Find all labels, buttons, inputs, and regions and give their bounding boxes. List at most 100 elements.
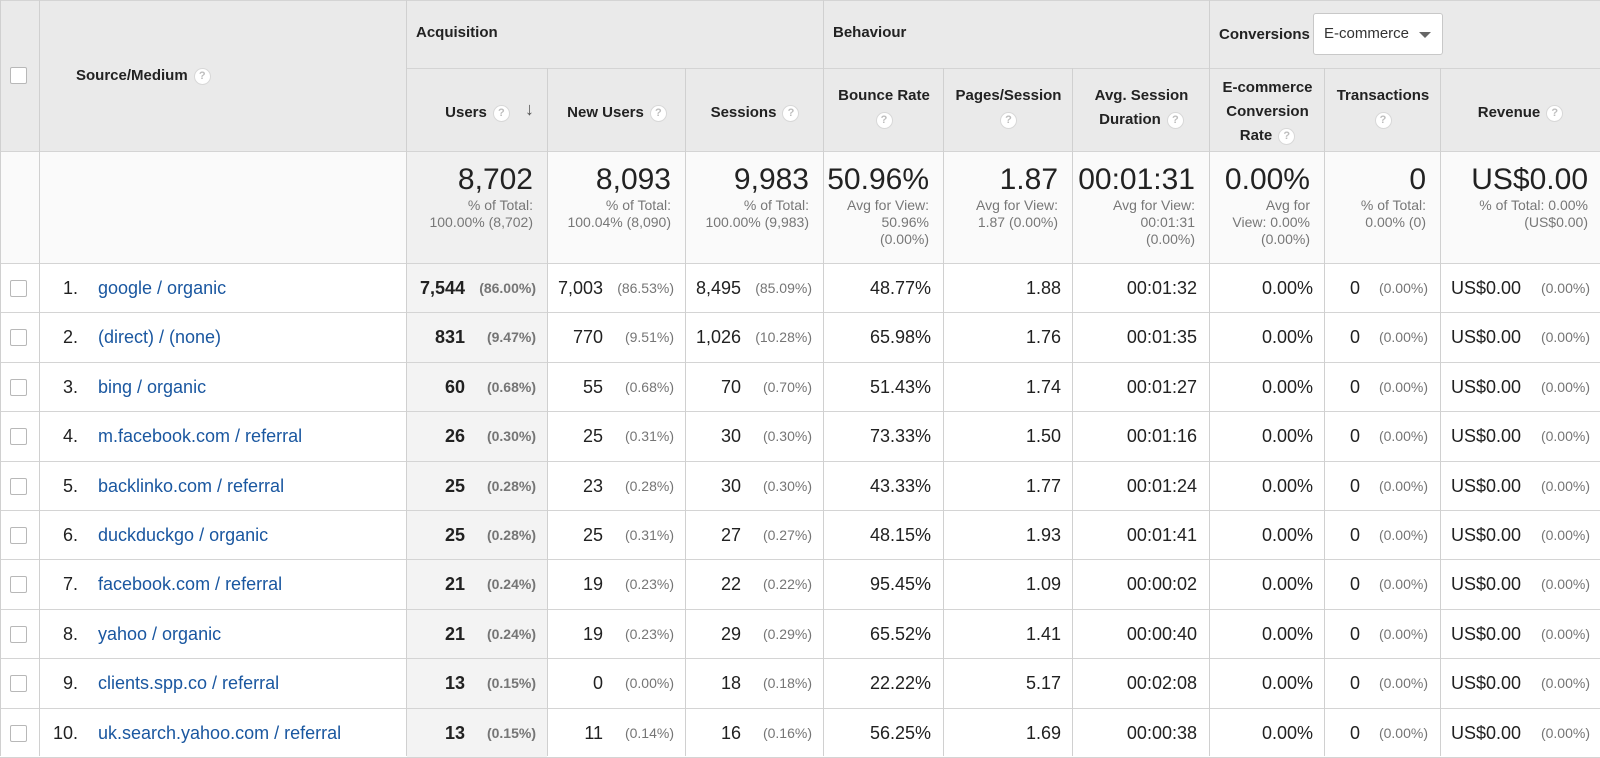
- sorted-column-cell-bg: [407, 264, 547, 313]
- column-label: Avg. Session: [1094, 87, 1189, 104]
- row-checkbox[interactable]: [10, 625, 27, 643]
- source-medium-header[interactable]: Source/Medium?: [76, 67, 211, 85]
- help-icon[interactable]: ?: [1546, 104, 1564, 122]
- source-medium-link[interactable]: duckduckgo / organic: [98, 525, 269, 545]
- users-percent: (9.47%): [486, 329, 536, 346]
- sorted-column-cell-bg: [407, 313, 547, 362]
- conversion-rate-value: 0.00%: [1261, 376, 1313, 397]
- row-index: 3.: [62, 376, 78, 397]
- new-users-percent: (0.28%): [624, 477, 674, 494]
- users-percent: (86.00%): [479, 280, 536, 296]
- bounce-rate-value: 73.33%: [869, 426, 931, 447]
- total-pages-session-value: 1.87: [999, 163, 1058, 196]
- source-medium-link[interactable]: backlinko.com / referral: [98, 475, 285, 496]
- sessions-value: 18: [720, 673, 741, 694]
- source-medium-link[interactable]: yahoo / organic: [98, 623, 222, 644]
- bounce-rate-value: 65.98%: [869, 327, 931, 348]
- sort-descending-icon[interactable]: ↓: [525, 99, 534, 119]
- conversions-dropdown-value: E-commerce: [1324, 25, 1410, 42]
- row-index: 2.: [62, 327, 78, 348]
- conversion-rate-value: 0.00%: [1261, 327, 1313, 348]
- users-value: 60: [444, 376, 465, 397]
- transactions-column-header[interactable]: Transactions ?: [1325, 84, 1441, 132]
- source-medium-link[interactable]: google / organic: [98, 278, 227, 298]
- source-medium-link[interactable]: facebook.com / referral: [98, 574, 283, 595]
- row-checkbox[interactable]: [10, 724, 27, 742]
- revenue-percent: (0.00%): [1540, 724, 1590, 741]
- bounce-rate-value: 48.77%: [869, 278, 931, 298]
- row-checkbox[interactable]: [10, 378, 27, 396]
- new-users-percent: (0.31%): [624, 527, 674, 543]
- users-value: 21: [444, 574, 465, 595]
- row-checkbox[interactable]: [10, 280, 27, 297]
- users-column-header[interactable]: Users?: [407, 101, 548, 125]
- pages-session-column-header[interactable]: Pages/Session ?: [944, 84, 1073, 132]
- help-icon[interactable]: ?: [875, 111, 893, 129]
- row-divider: [0, 658, 1600, 659]
- conversions-dropdown[interactable]: E-commerce: [1313, 13, 1443, 55]
- row-checkbox[interactable]: [10, 329, 27, 347]
- transactions-percent: (0.00%): [1378, 280, 1428, 296]
- note-line: Avg for View:: [847, 197, 929, 213]
- sorted-column-cell-bg: [407, 412, 547, 461]
- avg-session-duration-value: 00:01:35: [1126, 327, 1197, 348]
- pages-session-value: 1.74: [1025, 376, 1061, 397]
- transactions-percent: (0.00%): [1378, 576, 1428, 593]
- revenue-value: US$0.00: [1451, 722, 1522, 743]
- conversion-rate-value: 0.00%: [1261, 574, 1313, 595]
- ecommerce-conversion-rate-column-header[interactable]: E-commerce Conversion Rate?: [1210, 76, 1325, 148]
- row-divider: [0, 510, 1600, 511]
- sessions-percent: (10.28%): [755, 329, 812, 346]
- revenue-percent: (0.00%): [1540, 329, 1590, 346]
- sessions-column-header[interactable]: Sessions?: [686, 101, 824, 125]
- total-revenue-note: % of Total: 0.00% (US$0.00): [1479, 197, 1588, 231]
- sessions-percent: (0.30%): [762, 477, 812, 494]
- divider: [547, 68, 548, 756]
- revenue-column-header[interactable]: Revenue?: [1441, 101, 1600, 125]
- new-users-value: 25: [582, 525, 603, 545]
- help-icon[interactable]: ?: [1374, 111, 1392, 129]
- source-medium-link[interactable]: bing / organic: [98, 376, 207, 397]
- row-index: 5.: [62, 475, 78, 496]
- total-conversion-rate-value: 0.00%: [1224, 163, 1310, 196]
- sorted-column-cell-bg: [407, 560, 547, 609]
- help-icon[interactable]: ?: [782, 104, 800, 122]
- new-users-value: 0: [592, 673, 603, 694]
- help-icon[interactable]: ?: [492, 104, 510, 122]
- row-checkbox[interactable]: [10, 527, 27, 544]
- new-users-percent: (0.23%): [624, 576, 674, 593]
- help-icon[interactable]: ?: [1278, 127, 1296, 145]
- select-all-checkbox[interactable]: [10, 67, 27, 84]
- pages-session-value: 1.09: [1025, 574, 1061, 595]
- total-bounce-rate-note: Avg for View: 50.96% (0.00%): [847, 197, 929, 248]
- users-value: 831: [434, 327, 465, 348]
- row-checkbox[interactable]: [10, 675, 27, 693]
- help-icon[interactable]: ?: [649, 104, 667, 122]
- source-medium-link[interactable]: uk.search.yahoo.com / referral: [98, 722, 342, 743]
- bounce-rate-column-header[interactable]: Bounce Rate ?: [824, 84, 944, 132]
- revenue-value: US$0.00: [1451, 376, 1522, 397]
- row-index: 9.: [62, 673, 78, 694]
- sorted-column-cell-bg: [407, 362, 547, 412]
- divider: [407, 68, 1600, 69]
- new-users-column-header[interactable]: New Users?: [548, 101, 686, 125]
- column-label: Pages/Session: [955, 87, 1062, 104]
- transactions-percent: (0.00%): [1378, 477, 1428, 494]
- source-medium-link[interactable]: clients.spp.co / referral: [98, 673, 280, 694]
- revenue-value: US$0.00: [1451, 574, 1522, 595]
- source-medium-link[interactable]: m.facebook.com / referral: [98, 426, 303, 447]
- note-line: (0.00%): [879, 231, 929, 247]
- avg-session-duration-column-header[interactable]: Avg. Session Duration?: [1073, 84, 1210, 132]
- avg-session-duration-value: 00:00:38: [1126, 722, 1197, 743]
- row-checkbox[interactable]: [10, 576, 27, 594]
- help-icon[interactable]: ?: [193, 67, 211, 85]
- row-checkbox[interactable]: [10, 428, 27, 446]
- help-icon[interactable]: ?: [1166, 111, 1184, 129]
- sorted-column-cell-bg: [407, 708, 547, 757]
- revenue-percent: (0.00%): [1540, 527, 1590, 543]
- avg-session-duration-value: 00:02:08: [1126, 673, 1197, 694]
- help-icon[interactable]: ?: [1000, 111, 1017, 129]
- sessions-value: 30: [720, 426, 741, 447]
- source-medium-link[interactable]: (direct) / (none): [98, 327, 222, 348]
- row-checkbox[interactable]: [10, 477, 27, 495]
